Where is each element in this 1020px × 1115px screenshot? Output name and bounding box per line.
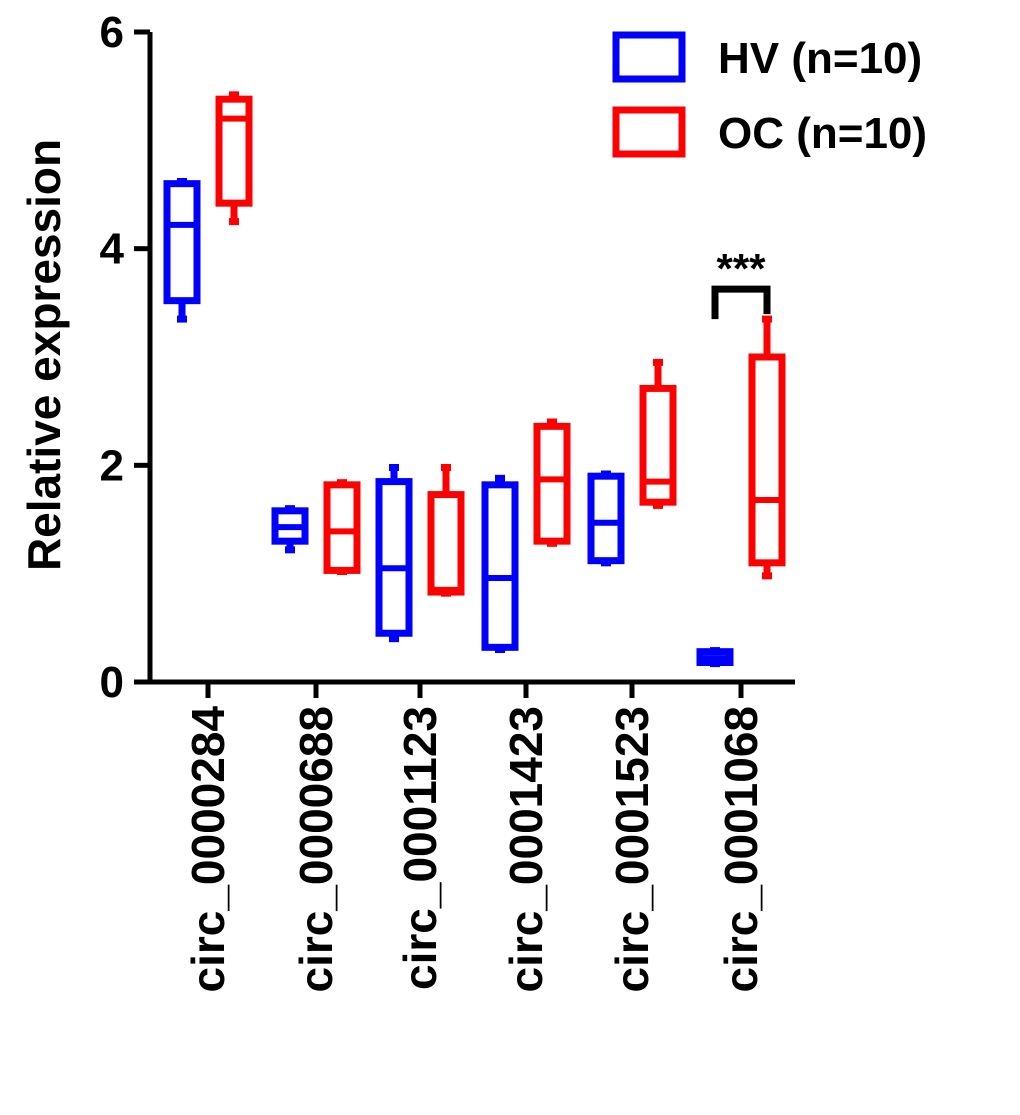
y-tick-label: 4 [100, 225, 125, 274]
legend-label: HV (n=10) [718, 34, 922, 83]
significance-bracket [711, 285, 771, 320]
box-rect [639, 384, 677, 506]
x-tick-label: circ_0001423 [500, 706, 552, 993]
legend-entry-hv: HV (n=10) [612, 31, 922, 83]
significance-label: *** [716, 245, 766, 292]
y-axis-ticks: 0 2 4 6 [100, 8, 150, 707]
box-circ_0001423 [533, 418, 571, 547]
box-circ_0001523 [587, 470, 625, 567]
significance-annotations: *** [711, 245, 771, 320]
x-tick-label: circ_0000284 [182, 706, 234, 993]
legend-swatch [612, 31, 686, 83]
box-circ_0001423 [481, 474, 519, 653]
x-tick-label: circ_0001123 [394, 706, 446, 990]
box-circ_0000284 [215, 91, 253, 226]
box-circ_0000284 [163, 178, 201, 323]
box-rect [533, 422, 571, 545]
legend-entry-oc: OC (n=10) [612, 106, 927, 158]
y-axis-label: Relative expression [18, 139, 70, 571]
box-circ_0001523 [639, 358, 677, 509]
box-rect [748, 353, 786, 567]
box-series [163, 91, 786, 668]
x-tick-label: circ_0000688 [290, 706, 342, 993]
x-axis-ticks: circ_0000284 circ_0000688 circ_0001123 circ… [182, 682, 767, 993]
box-rect [427, 491, 465, 596]
legend: HV (n=10) OC (n=10) [612, 31, 927, 158]
box-circ_0000688 [323, 479, 361, 575]
series-oc [215, 91, 786, 597]
box-circ_0000688 [271, 505, 309, 554]
legend-swatch [612, 106, 686, 158]
box-rect [481, 481, 519, 651]
y-tick-label: 0 [100, 658, 124, 707]
box-rect [587, 472, 625, 565]
box-circ_0001123 [427, 464, 465, 597]
box-rect [163, 180, 201, 305]
box-rect [375, 478, 413, 637]
box-rect [323, 481, 361, 574]
series-hv [163, 178, 734, 668]
box-rect [215, 95, 253, 207]
box-circ_0001068 [696, 647, 734, 668]
axes [147, 32, 795, 685]
box-circ_0001068 [748, 315, 786, 580]
y-tick-label: 2 [100, 441, 124, 490]
box-circ_0001123 [375, 464, 413, 643]
x-tick-label: circ_0001068 [715, 706, 767, 993]
legend-label: OC (n=10) [718, 109, 927, 158]
x-tick-label: circ_0001523 [606, 706, 658, 993]
y-tick-label: 6 [100, 8, 124, 57]
